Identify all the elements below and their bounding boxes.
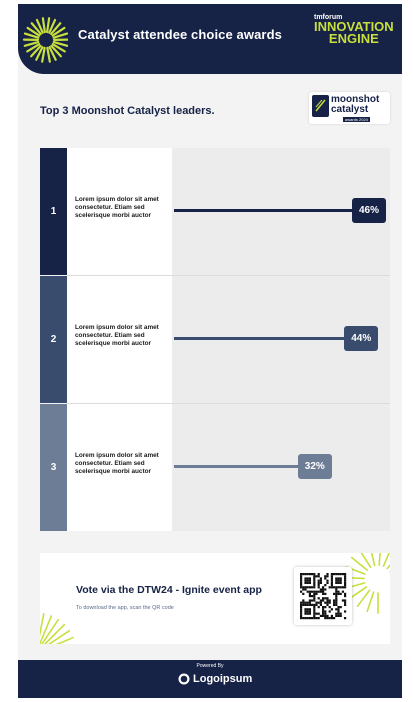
moonshot-mark-icon [312, 95, 329, 117]
leaders-list: 1 Lorem ipsum dolor sit amet consectetur… [40, 148, 390, 531]
rank-number: 3 [50, 462, 57, 473]
row-divider [67, 275, 390, 276]
brand-line2: ENGINE [328, 31, 379, 46]
badge-line3: awards 2024 [343, 117, 370, 122]
section-title: Top 3 Moonshot Catalyst leaders. [40, 105, 215, 117]
vote-card: Vote via the DTW24 - Ignite event app To… [40, 553, 390, 644]
leader-description: Lorem ipsum dolor sit amet consectetur. … [75, 452, 159, 475]
percentage-badge: 44% [344, 326, 379, 351]
badge-line1: moonshot [331, 94, 380, 105]
footer-logo[interactable]: Logoipsum [178, 673, 252, 685]
logo-ring-icon [178, 673, 190, 685]
qr-code-graphic [300, 573, 347, 620]
leader-row-3: 3 Lorem ipsum dolor sit amet consectetur… [40, 404, 390, 531]
percentage-bar [174, 337, 349, 340]
percentage-badge: 46% [352, 198, 386, 223]
rank-number: 2 [50, 334, 57, 345]
rank-band [40, 276, 67, 403]
rank-band [40, 404, 67, 531]
rank-band [40, 148, 67, 275]
page-frame: Catalyst attendee choice awards tmforum … [18, 4, 402, 698]
leader-row-1: 1 Lorem ipsum dolor sit amet consectetur… [40, 148, 390, 275]
leader-description: Lorem ipsum dolor sit amet consectetur. … [75, 324, 159, 347]
innovation-engine-logo: tmforum INNOVATION ENGINE [314, 14, 394, 45]
percentage-badge: 32% [297, 454, 332, 479]
brand-line1: INNOVATION [314, 19, 394, 34]
header-banner: Catalyst attendee choice awards tmforum … [18, 4, 402, 74]
page-title: Catalyst attendee choice awards [78, 27, 282, 42]
badge-line2: catalyst [331, 104, 369, 115]
vote-subtitle: To download the app, scan the QR code [76, 605, 174, 611]
percentage-bar [174, 465, 302, 468]
logo-text: Logoipsum [193, 673, 253, 685]
leader-description: Lorem ipsum dolor sit amet consectetur. … [75, 196, 159, 219]
text-panel [67, 404, 172, 531]
percentage-bar [174, 209, 356, 212]
starburst-icon [22, 17, 68, 63]
starburst-icon [40, 612, 74, 644]
powered-by-label: Powered By [196, 663, 224, 669]
row-divider [67, 403, 390, 404]
footer-bar: Powered By Logoipsum [18, 660, 402, 698]
moonshot-catalyst-badge: moonshot catalyst awards 2024 [309, 92, 390, 124]
leader-row-2: 2 Lorem ipsum dolor sit amet consectetur… [40, 276, 390, 403]
vote-title: Vote via the DTW24 - Ignite event app [76, 584, 262, 596]
qr-code-icon[interactable] [294, 567, 352, 625]
text-panel [67, 276, 172, 403]
brand-small: tmforum [314, 14, 343, 21]
text-panel [67, 148, 172, 275]
rank-number: 1 [50, 206, 57, 217]
